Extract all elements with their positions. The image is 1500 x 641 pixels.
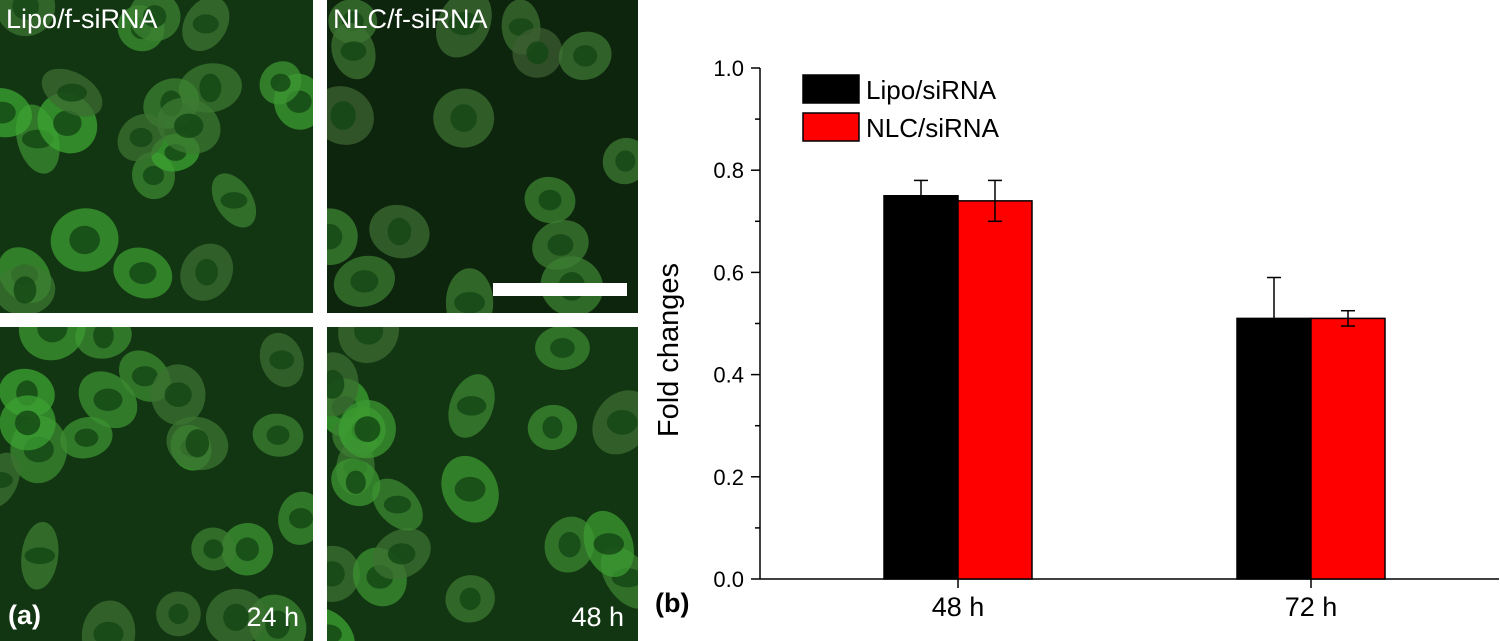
x-tick-label: 72 h (1285, 592, 1338, 622)
panel-letter-a: (a) (8, 600, 41, 630)
x-axis: 48 h 72 h (760, 578, 1499, 622)
micrograph-nlc-24h: NLC/f-siRNA (327, 0, 638, 313)
panel-letter-b: (b) (655, 588, 690, 618)
scale-bar (493, 283, 627, 296)
y-tick-label: 0.0 (713, 567, 744, 592)
cell-image (0, 327, 313, 641)
bars (883, 179, 1386, 580)
legend-label: NLC/siRNA (866, 113, 1000, 143)
y-tick-label: 1.0 (713, 56, 744, 81)
legend: Lipo/siRNA NLC/siRNA (802, 74, 1000, 143)
bar-chart-panel: 0.0 0.2 0.4 0.6 0.8 1.0 48 h 72 h Lipo/siRNA NL… (640, 0, 1500, 641)
legend-label: Lipo/siRNA (866, 75, 997, 105)
cell-image (327, 327, 638, 641)
bar (1236, 317, 1312, 580)
x-tick-label: 48 h (932, 592, 985, 622)
y-tick-label: 0.6 (713, 260, 744, 285)
tile-label-48h: 48 h (571, 602, 624, 632)
cell-image (327, 0, 638, 313)
y-axis-label: Fold changes (653, 263, 685, 437)
y-axis: 0.0 0.2 0.4 0.6 0.8 1.0 (713, 56, 761, 592)
bar (957, 200, 1033, 580)
tile-label-lipo: Lipo/f-siRNA (6, 4, 158, 34)
bar (1310, 317, 1386, 580)
micrograph-lipo-48h: 24 h (a) (0, 327, 313, 641)
micrograph-nlc-48h: 48 h (327, 327, 638, 641)
cell-image (0, 0, 313, 313)
micrograph-panel: Lipo/f-siRNA NLC/f-siRNA 24 h (a) 48 h (0, 0, 640, 641)
bar-chart: 0.0 0.2 0.4 0.6 0.8 1.0 48 h 72 h Lipo/siRNA NL… (653, 56, 1499, 622)
bar (883, 195, 959, 580)
legend-swatch (802, 74, 860, 104)
legend-swatch (802, 112, 860, 142)
y-tick-label: 0.2 (713, 465, 744, 490)
y-tick-label: 0.4 (713, 363, 744, 388)
tile-label-24h: 24 h (246, 602, 299, 632)
y-tick-label: 0.8 (713, 158, 744, 183)
micrograph-lipo-24h: Lipo/f-siRNA (0, 0, 313, 313)
tile-label-nlc: NLC/f-siRNA (333, 4, 488, 34)
